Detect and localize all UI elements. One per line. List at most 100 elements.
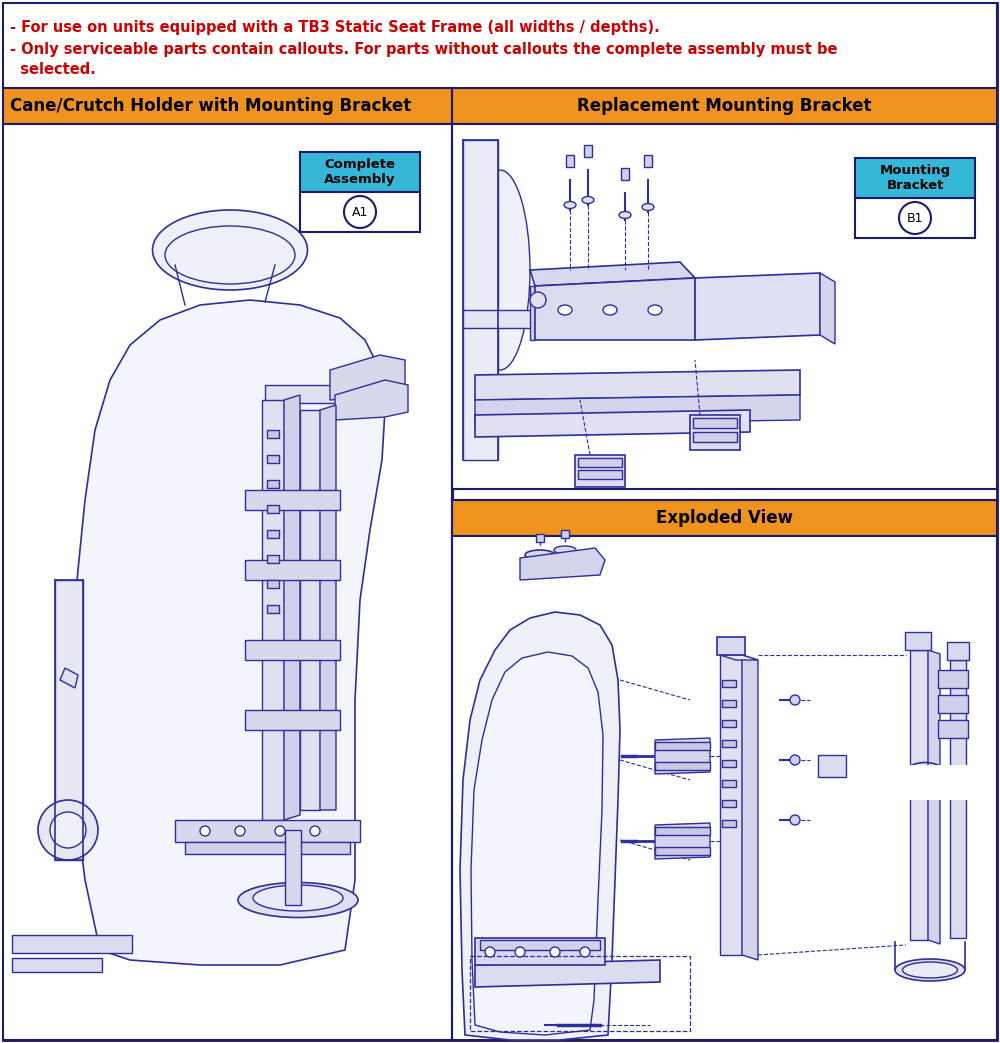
Bar	[566, 155, 574, 167]
Bar	[950, 660, 966, 938]
Bar	[175, 820, 360, 842]
Polygon shape	[460, 612, 620, 1040]
Bar	[722, 800, 736, 807]
Bar	[245, 640, 340, 660]
Bar	[300, 410, 320, 810]
Bar	[267, 530, 279, 538]
Text: A1: A1	[352, 205, 368, 218]
Bar	[722, 760, 736, 767]
Polygon shape	[535, 278, 695, 340]
Bar	[938, 720, 968, 738]
Bar	[855, 157, 975, 198]
Text: - For use on units equipped with a TB3 Static Seat Frame (all widths / depths).: - For use on units equipped with a TB3 S…	[10, 20, 660, 35]
Bar	[3, 88, 453, 124]
Ellipse shape	[902, 962, 958, 978]
Bar	[722, 720, 736, 727]
Text: Replacement Mounting Bracket: Replacement Mounting Bracket	[577, 97, 872, 115]
Polygon shape	[655, 823, 710, 859]
Bar	[722, 820, 736, 827]
Circle shape	[310, 826, 320, 836]
Bar	[267, 555, 279, 563]
Circle shape	[485, 947, 495, 957]
Bar	[270, 403, 290, 415]
Bar	[185, 842, 350, 854]
Ellipse shape	[165, 226, 295, 284]
Bar	[3, 3, 997, 91]
Bar	[267, 605, 279, 613]
Bar	[655, 742, 710, 750]
Circle shape	[38, 800, 98, 860]
Circle shape	[790, 815, 800, 825]
Polygon shape	[520, 548, 605, 580]
Circle shape	[235, 826, 245, 836]
Bar	[578, 470, 622, 479]
Bar	[655, 847, 710, 855]
Bar	[947, 642, 969, 660]
Bar	[267, 480, 279, 488]
Ellipse shape	[582, 196, 594, 203]
Bar	[475, 938, 605, 965]
Bar	[938, 670, 968, 688]
Bar	[55, 580, 83, 860]
Text: Mounting
Bracket: Mounting Bracket	[879, 164, 951, 192]
Bar	[12, 959, 102, 972]
Bar	[452, 88, 997, 124]
Bar	[717, 637, 745, 655]
Polygon shape	[330, 355, 405, 401]
Circle shape	[200, 826, 210, 836]
Ellipse shape	[564, 201, 576, 209]
Bar	[267, 430, 279, 438]
Ellipse shape	[525, 550, 555, 560]
Polygon shape	[720, 655, 758, 660]
Bar	[265, 385, 345, 403]
Bar	[267, 580, 279, 588]
Polygon shape	[695, 273, 820, 340]
Bar	[584, 145, 592, 157]
Circle shape	[275, 826, 285, 836]
Bar	[655, 762, 710, 770]
Polygon shape	[72, 300, 385, 965]
Bar	[300, 192, 420, 232]
Circle shape	[580, 947, 590, 957]
Bar	[722, 739, 736, 747]
Text: Exploded View: Exploded View	[656, 509, 793, 527]
Bar	[267, 455, 279, 463]
Polygon shape	[335, 380, 408, 420]
Ellipse shape	[619, 212, 631, 218]
Ellipse shape	[642, 203, 654, 211]
Bar	[693, 432, 737, 442]
Ellipse shape	[253, 886, 343, 911]
Bar	[285, 830, 301, 905]
Bar	[938, 695, 968, 713]
Circle shape	[344, 196, 376, 228]
Bar	[12, 935, 132, 953]
Polygon shape	[320, 405, 336, 810]
Bar	[480, 940, 600, 950]
Bar	[3, 124, 453, 1040]
Polygon shape	[742, 655, 758, 960]
Text: Complete
Assembly: Complete Assembly	[324, 157, 396, 186]
Bar	[722, 680, 736, 687]
Circle shape	[790, 695, 800, 705]
Polygon shape	[471, 652, 603, 1035]
Circle shape	[790, 755, 800, 765]
Bar	[245, 560, 340, 580]
Bar	[621, 168, 629, 180]
Bar	[722, 780, 736, 787]
Polygon shape	[928, 650, 940, 944]
Circle shape	[50, 812, 86, 848]
Circle shape	[899, 202, 931, 234]
Bar	[655, 827, 710, 835]
Polygon shape	[530, 286, 535, 340]
Text: selected.: selected.	[10, 62, 96, 77]
Bar	[470, 956, 690, 1030]
Bar	[905, 632, 931, 650]
Ellipse shape	[648, 305, 662, 315]
Polygon shape	[475, 960, 660, 987]
Polygon shape	[284, 395, 300, 820]
Bar	[561, 530, 569, 538]
Bar	[855, 198, 975, 238]
Bar	[452, 536, 997, 1040]
Polygon shape	[60, 668, 78, 688]
Circle shape	[530, 292, 546, 308]
